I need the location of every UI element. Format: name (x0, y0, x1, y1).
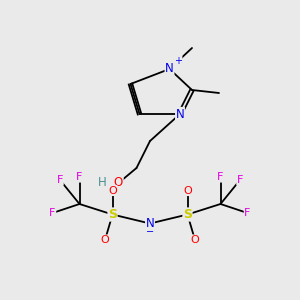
Text: N: N (165, 62, 174, 76)
Text: S: S (183, 208, 192, 221)
Text: +: + (174, 56, 182, 66)
Text: O: O (183, 185, 192, 196)
Text: O: O (108, 185, 117, 196)
Text: F: F (76, 172, 83, 182)
Text: H: H (98, 176, 106, 190)
Text: S: S (108, 208, 117, 221)
Text: F: F (244, 208, 251, 218)
Text: −: − (146, 227, 154, 238)
Text: O: O (190, 235, 200, 245)
Text: F: F (57, 175, 63, 185)
Text: F: F (237, 175, 243, 185)
Text: F: F (49, 208, 56, 218)
Text: N: N (176, 107, 184, 121)
Text: O: O (114, 176, 123, 190)
Text: O: O (100, 235, 109, 245)
Text: F: F (217, 172, 224, 182)
Text: N: N (146, 217, 154, 230)
